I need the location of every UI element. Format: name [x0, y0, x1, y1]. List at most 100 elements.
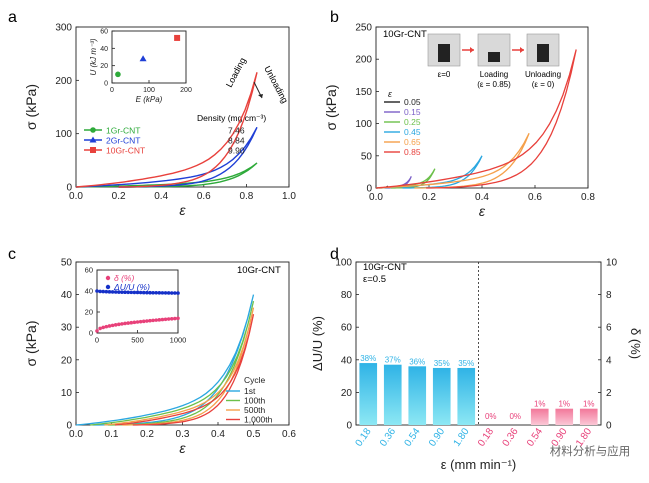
panel-a-inset-xtick-label: 200 [180, 87, 192, 94]
panel-d-ytick-label-right: 10 [606, 258, 618, 269]
panel-c-inset-point [113, 290, 118, 294]
panel-c-inset-point [160, 291, 165, 295]
panel-b-xtick-label: 0.4 [475, 192, 489, 203]
panel-d-bar-right-4 [555, 408, 574, 425]
panel-b-ytick-label: 0 [366, 184, 372, 195]
panel-c-inset-point [123, 290, 127, 295]
panel-d-xtick-label-left: 0.54 [403, 426, 423, 449]
panel-d-condition-label: ε=0.5 [363, 274, 386, 285]
legend-density-header: Density (mg cm⁻³) [197, 113, 266, 123]
panel-a-frame [75, 26, 290, 188]
panel-a-ytick-label: 0 [66, 183, 72, 194]
panel-b-xtick-label: 0.6 [528, 192, 542, 203]
panel-a-ytick-label: 200 [55, 76, 72, 87]
panel-a-legend-label: 10Gr-CNT [106, 146, 145, 156]
panel-d-xtick-label-left: 0.36 [378, 426, 398, 449]
panel-c-legend-label: 500th [244, 405, 266, 415]
panel-d-ytick-label-left: 40 [341, 355, 353, 366]
panel-c-ytick-label: 40 [61, 290, 73, 301]
panel-c-inset-legend-label: ΔU/U (%) [113, 282, 150, 292]
panel-c-inset-point [113, 323, 118, 327]
panel-c-inset-xtick-label: 1000 [170, 336, 187, 345]
panel-a-curve-3 [75, 72, 258, 188]
panel-d-bar-label-left-4: 35% [434, 359, 450, 368]
panel-d-xtick-label-right: 0.18 [476, 426, 496, 449]
panel-c-inset-ytick-label: 40 [85, 287, 93, 296]
panel-c-inset-point [154, 318, 158, 322]
panel-c-inset-legend-marker [105, 275, 111, 281]
panel-b-legend-label: 0.65 [404, 137, 421, 147]
panel-c-inset-point [138, 290, 143, 295]
panel-c-inset-point [104, 324, 109, 329]
panel-a-legend-density: 8.84 [228, 136, 245, 146]
panel-d-bar-right-5 [579, 408, 598, 425]
panel-c-inset-point [151, 290, 155, 295]
panel-c-inset-point [169, 316, 174, 321]
panel-a-curve-2 [75, 126, 258, 188]
panel-c-inset-point [166, 291, 171, 295]
panel-c-curve-4 [115, 314, 255, 426]
panel-d-bar-left-3 [408, 366, 427, 425]
panel-label-c: c [8, 246, 16, 263]
photo-label-unloading-strain: (ε = 0) [532, 80, 555, 89]
panel-b-photo-sample-3 [537, 44, 549, 62]
panel-b-xlabel: ε [479, 203, 486, 219]
panel-c-ytick-label: 20 [61, 355, 73, 366]
panel-c-inset-point [145, 290, 149, 295]
panel-a-xtick-label: 0.2 [112, 191, 126, 202]
panel-c-inset-point [123, 321, 127, 326]
panel-a-inset-ytick-label: 40 [100, 46, 108, 53]
panel-b-legend-label: 0.45 [404, 127, 421, 137]
panel-b-curve-0.45 [375, 155, 483, 189]
panel-a-xtick-label: 0.8 [239, 191, 253, 202]
panel-c-inset-ytick-label: 0 [89, 329, 93, 338]
panel-c-inset-point [154, 290, 158, 295]
panel-a-xlabel: ε [179, 202, 186, 218]
panel-d-xtick-label-left: 0.18 [354, 426, 374, 449]
panel-d-bar-left-4 [432, 367, 451, 425]
panel-c-legend-label: 1,000th [244, 415, 273, 425]
panel-b-ylabel: σ (kPa) [323, 85, 339, 131]
panel-d-xlabel: ε (mm min⁻¹) [441, 457, 516, 472]
panel-c-inset-point [141, 290, 146, 295]
panel-b-legend-label: 0.05 [404, 97, 421, 107]
panel-c-inset-point [95, 289, 99, 293]
panel-c-inset-point [141, 319, 146, 324]
panel-b-ytick-label: 150 [355, 87, 372, 98]
panel-c-inset-point [110, 323, 115, 328]
panel-a-inset-point-1 [115, 71, 121, 78]
panel-a-inset-xlabel: E (kPa) [136, 95, 163, 104]
panel-c-inset-point [132, 290, 137, 295]
panel-d-bar-label-left-2: 37% [385, 356, 401, 365]
panel-c-inset-point [120, 322, 124, 326]
panel-d-bar-left-2 [383, 364, 402, 425]
panel-b-ytick-label: 50 [361, 151, 373, 162]
panel-a-xtick-label: 0.6 [197, 191, 211, 202]
photo-label-loading-strain: (ε = 0.85) [477, 80, 511, 89]
panel-b-xtick-label: 0.0 [369, 192, 383, 203]
panel-a-legend-marker [90, 127, 96, 133]
panel-c-inset-xtick-label: 0 [95, 336, 99, 345]
panel-a-inset-point-3 [174, 34, 181, 41]
panel-a-arrowhead [258, 94, 263, 98]
panel-a-xtick-label: 0.0 [69, 191, 83, 202]
panel-c-inset-xtick-label: 500 [131, 336, 144, 345]
panel-c-ytick-label: 30 [61, 323, 73, 334]
panel-c-xtick-label: 0.0 [69, 429, 83, 440]
panel-d-bar-left-1 [359, 363, 378, 425]
panel-c-inset-point [163, 291, 168, 295]
panel-c-xtick-label: 0.1 [105, 429, 119, 440]
panel-d-xtick-label-right: 0.54 [525, 426, 545, 449]
panel-c-ytick-label: 10 [61, 388, 73, 399]
panel-d-ytick-label-left: 80 [341, 290, 353, 301]
panel-c-inset-point [151, 318, 155, 323]
panel-a-ytick-label: 100 [55, 129, 72, 140]
panel-b-photo-sample-2 [488, 52, 500, 62]
photo-label-loading: Loading [480, 70, 508, 79]
panel-b-sample-label: 10Gr-CNT [383, 29, 427, 40]
panel-c-inset-point [120, 290, 124, 294]
panel-c-inset-point [98, 326, 102, 331]
panel-d-ytick-label-left: 60 [341, 323, 353, 334]
panel-c-ylabel: σ (kPa) [23, 321, 39, 367]
panel-a-inset-ytick-label: 0 [104, 80, 108, 87]
